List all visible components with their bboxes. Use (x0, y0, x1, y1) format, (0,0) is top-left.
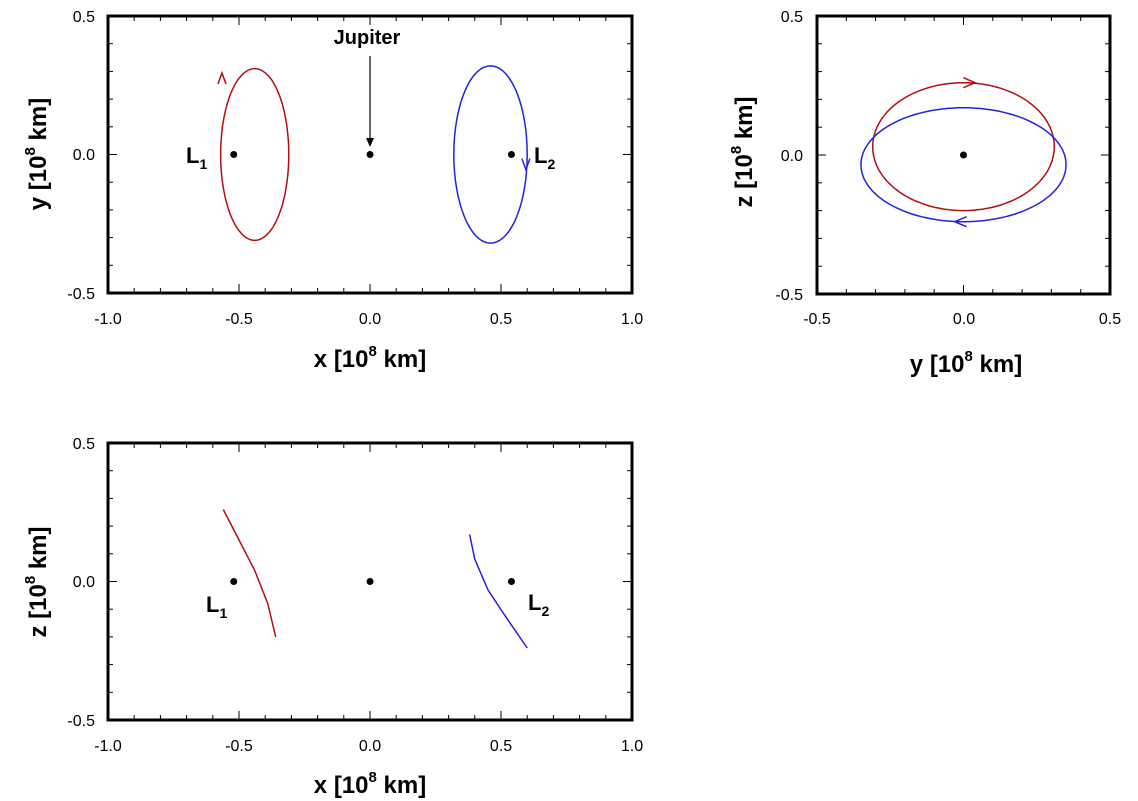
xtick-label-xz-1: -0.5 (225, 738, 253, 755)
l2-label-xy: L2 (534, 143, 555, 172)
l2-halo-orbit-yz (860, 106, 1067, 223)
xtick-label-yz-1: 0.0 (953, 311, 975, 328)
ticks-xy (107, 15, 633, 294)
l1-label-xz: L1 (206, 592, 227, 621)
jupiter-marker-xy (366, 151, 374, 158)
y-axis-label-yz: z [108 km] (728, 96, 758, 207)
xtick-label-xy-2: 0.0 (359, 311, 381, 328)
y-axis-label-xz: z [108 km] (22, 526, 52, 637)
ticks-yz (816, 15, 1111, 295)
ytick-label-yz-top: 0.5 (781, 9, 803, 26)
ytick-label-xz-top: 0.5 (73, 436, 95, 453)
l1-point-marker-xz (230, 578, 238, 585)
x-axis-label-xy: x [108 km] (314, 343, 426, 373)
jupiter-pointer-arrowhead (366, 138, 374, 147)
l1-point-marker-xy (230, 151, 238, 158)
xtick-label-xy-4: 1.0 (621, 311, 643, 328)
ytick-label-xy-mid: 0.0 (73, 147, 95, 164)
chart-xy: 0.5 0.0 -0.5 -1.0 -0.5 0.0 0.5 1.0 x [10… (22, 9, 643, 373)
l2-point-marker-xy (507, 151, 515, 158)
l1-halo-orbit-xz (222, 509, 277, 638)
xtick-label-xy-3: 0.5 (490, 311, 512, 328)
x-axis-label-xz: x [108 km] (314, 769, 426, 799)
xtick-label-xz-2: 0.0 (359, 738, 381, 755)
l1-orbit-direction-arrow-yz (963, 77, 978, 89)
chart-yz: 0.5 0.0 -0.5 -0.5 0.0 0.5 y [108 km] z [… (728, 9, 1121, 378)
l2-orbit-direction-arrow-yz (952, 216, 967, 228)
l1-halo-orbit-yz (871, 81, 1056, 212)
l2-orbit-direction-arrow-xy (521, 158, 531, 172)
xtick-label-xy-1: -0.5 (225, 311, 253, 328)
jupiter-label: Jupiter (334, 27, 401, 49)
l2-point-marker-xz (507, 578, 515, 585)
ytick-label-xz-mid: 0.0 (73, 574, 95, 591)
l1-orbit-direction-arrow-xy (217, 70, 227, 85)
chart-xz: 0.5 0.0 -0.5 -1.0 -0.5 0.0 0.5 1.0 x [10… (22, 436, 643, 799)
l2-label-xz: L2 (528, 590, 549, 619)
l2-halo-orbit-xy (453, 65, 528, 244)
y-axis-label-xy: y [108 km] (22, 98, 52, 210)
x-axis-label-yz: y [108 km] (910, 348, 1022, 378)
ytick-label-xz-bottom: -0.5 (67, 713, 95, 730)
ytick-label-yz-mid: 0.0 (781, 148, 803, 165)
xtick-label-xz-4: 1.0 (621, 738, 643, 755)
ytick-label-xy-bottom: -0.5 (67, 286, 95, 303)
xtick-label-yz-2: 0.5 (1099, 311, 1121, 328)
xtick-label-yz-0: -0.5 (803, 311, 831, 328)
ticks-xz (107, 442, 633, 721)
l2-halo-orbit-xz (468, 534, 528, 649)
l1-label-xy: L1 (186, 143, 207, 172)
l1-halo-orbit-xy (219, 67, 290, 242)
ytick-label-yz-bottom: -0.5 (775, 287, 803, 304)
jupiter-marker-xz (366, 578, 374, 585)
ytick-label-xy-top: 0.5 (73, 9, 95, 26)
xtick-label-xz-3: 0.5 (490, 738, 512, 755)
xtick-label-xz-0: -1.0 (94, 738, 122, 755)
jupiter-marker-yz (960, 151, 967, 159)
xtick-label-xy-0: -1.0 (94, 311, 122, 328)
